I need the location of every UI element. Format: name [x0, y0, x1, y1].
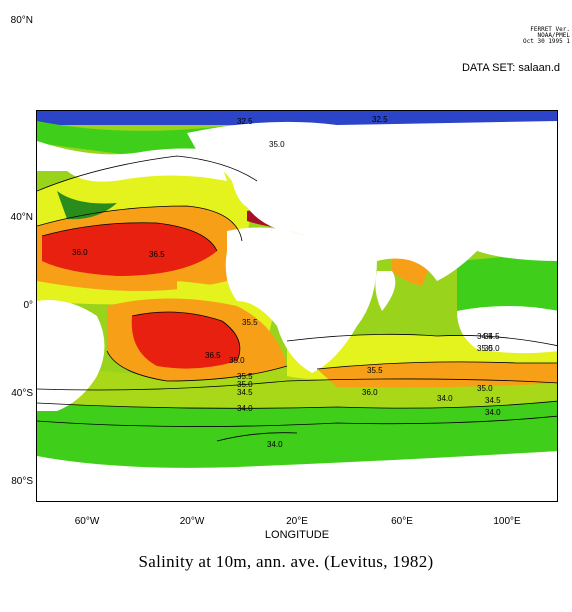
x-axis-title: LONGITUDE	[264, 529, 330, 541]
land-india	[375, 271, 396, 311]
land-antarctica	[37, 451, 557, 501]
contour-label: 35.5	[242, 318, 258, 327]
contour-label: 34.0	[485, 408, 501, 417]
land-greenland-europe-asia	[187, 121, 557, 281]
contour-label: 32.5	[372, 115, 388, 124]
contour-label: 35.0	[484, 344, 500, 353]
contour-label: 34.0	[267, 440, 283, 449]
contour-label: 35.0	[477, 344, 493, 353]
y-axis-label-40n: 40°N	[10, 212, 33, 223]
contour-label: 36.5	[149, 250, 165, 259]
contour-label-group: 32.5 32.535.036.0 36.535.536.535.035.535.0…	[72, 115, 501, 449]
y-axis-label-80n: 80°N	[10, 15, 33, 26]
indian-ocean-orange	[317, 361, 557, 388]
south-atlantic-red	[131, 312, 240, 369]
contour-label: 36.0	[72, 248, 88, 257]
north-atlantic-red	[42, 222, 217, 276]
contour-label: 35.0	[237, 380, 253, 389]
x-axis-label-20e: 20°E	[286, 516, 308, 527]
x-axis-label-60e: 60°E	[391, 516, 413, 527]
contour-label: 34.0	[437, 394, 453, 403]
contour-label: 34.5	[237, 388, 253, 397]
contour-label: 34.5	[485, 396, 501, 405]
y-axis-label-eq: 0°	[23, 300, 33, 311]
contour-label: 36.0	[362, 388, 378, 397]
contour-label: 36.5	[205, 351, 221, 360]
contour-label: 35.5	[367, 366, 383, 375]
figure-title: Salinity at 10m, ann. ave. (Levitus, 198…	[138, 552, 434, 571]
contour-lines	[37, 155, 557, 442]
arctic-band	[37, 111, 557, 125]
contour-label: 34.5	[484, 332, 500, 341]
dataset-label: DATA SET: salaan.d	[461, 62, 560, 74]
y-axis-label-40s: 40°S	[11, 388, 33, 399]
contour-label: 35.5	[237, 372, 253, 381]
y-axis-label-80s: 80°S	[11, 476, 33, 487]
land-africa	[225, 227, 377, 373]
salinity-map: 32.5 32.535.036.0 36.535.536.535.035.535.0…	[37, 111, 557, 501]
map-plot-frame: 32.5 32.5 35.0 36.0 36.5 35.5 36.5 35.0 35.5 35.0…	[36, 110, 558, 502]
ferret-org-text: NOAA/PMEL	[537, 32, 570, 39]
land-south-america	[37, 300, 105, 411]
ferret-date-text: Oct 30 1995 1	[523, 38, 570, 45]
west-pacific-green	[457, 251, 557, 321]
ferret-version-text: FERRET Ver.	[530, 26, 570, 33]
contour-label: 35.0	[269, 140, 285, 149]
contour-label: 35.0	[477, 384, 493, 393]
contour-label: 32.5	[237, 117, 253, 126]
contour-label: 34.0	[237, 404, 253, 413]
x-axis-label-20w: 20°W	[179, 516, 205, 527]
contour-label: 34.5	[477, 332, 493, 341]
x-axis-label-100e: 100°E	[493, 516, 521, 527]
land-north-america	[37, 141, 227, 182]
contour-label: 35.0	[229, 356, 245, 365]
x-axis-label-60w: 60°W	[74, 516, 100, 527]
